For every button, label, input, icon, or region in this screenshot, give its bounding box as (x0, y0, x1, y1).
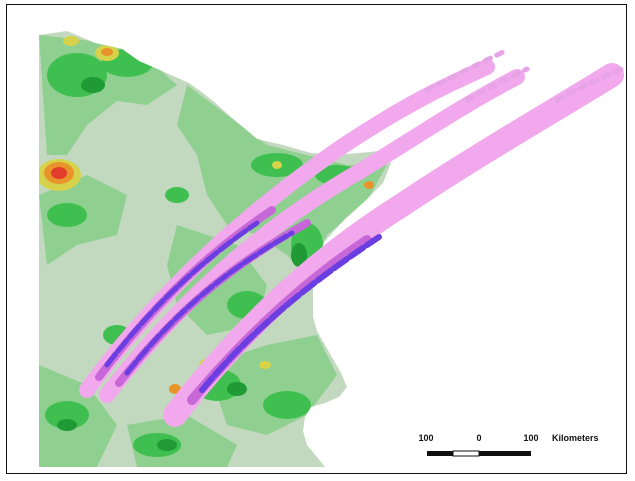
scale-segment-3 (479, 451, 531, 456)
scale-unit-label: Kilometers (552, 433, 599, 443)
map-canvas[interactable]: 100 0 100 Kilometers (7, 5, 627, 474)
scale-label-zero: 0 (476, 433, 481, 443)
elevation-band-high (39, 36, 374, 394)
scale-label-left: 100 (418, 433, 433, 443)
swath-core (104, 220, 382, 393)
swath-3 (163, 63, 624, 427)
map-frame: 100 0 100 Kilometers (6, 4, 627, 474)
scale-bar: 100 0 100 Kilometers (418, 433, 599, 457)
scale-segment-2 (452, 450, 480, 457)
swath-tail (424, 47, 626, 103)
scale-label-right: 100 (523, 433, 538, 443)
elevation-band-dark (57, 77, 307, 451)
swath-layer (79, 47, 626, 427)
scale-segment-1 (427, 451, 453, 456)
